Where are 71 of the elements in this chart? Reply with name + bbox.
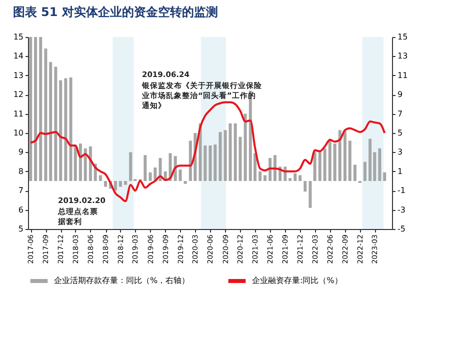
bar — [214, 144, 217, 181]
bar — [323, 148, 326, 181]
bar — [328, 140, 332, 181]
bar — [353, 164, 356, 181]
bar — [313, 152, 316, 181]
y-tick-label: 7 — [18, 186, 24, 196]
y2-tick-label: -1 — [398, 186, 406, 196]
bar — [288, 178, 292, 181]
bar — [124, 181, 128, 185]
line-series — [30, 101, 386, 202]
bar — [104, 181, 108, 187]
y2-tick-label: 15 — [398, 32, 408, 42]
y2-tick-label: 13 — [398, 52, 408, 61]
bar — [114, 181, 118, 191]
y-tick-label: 8 — [18, 166, 24, 176]
bar — [263, 175, 266, 181]
bar — [318, 151, 322, 181]
bar — [59, 80, 62, 181]
bar — [204, 145, 207, 181]
y-tick-label: 12 — [13, 90, 24, 100]
bar — [333, 144, 336, 181]
bar — [348, 140, 352, 181]
y2-tick-label: 7 — [398, 109, 403, 118]
bar — [49, 62, 52, 181]
bar — [343, 131, 346, 181]
bar — [338, 130, 342, 181]
y2-tick-label: -3 — [398, 205, 406, 214]
y-tick-label: 9 — [18, 148, 24, 157]
bar — [368, 138, 372, 181]
bar — [208, 145, 212, 181]
bar — [78, 144, 82, 181]
bar — [64, 78, 68, 181]
bar — [244, 114, 247, 181]
chart-title: 图表 51 对实体企业的资金空转的监测 — [12, 5, 218, 19]
bar — [298, 175, 302, 181]
y2-tick-label: -5 — [398, 224, 406, 234]
bar — [184, 181, 187, 184]
bar — [29, 37, 32, 181]
y2-tick-label: 1 — [398, 166, 403, 176]
bar — [363, 162, 366, 181]
y-tick-label: 15 — [13, 32, 24, 42]
bar — [118, 181, 122, 187]
y-tick-label: 13 — [13, 70, 24, 80]
bar — [273, 155, 276, 181]
bar — [44, 48, 48, 181]
y-tick-label: 5 — [18, 224, 24, 234]
bar — [39, 37, 42, 181]
bar — [308, 181, 312, 208]
bar — [84, 148, 87, 181]
bar — [98, 175, 102, 181]
legend-label: 企业活期存款存量：同比（%，右轴） — [54, 276, 190, 285]
y-tick-label: 6 — [18, 205, 24, 214]
bar — [383, 172, 386, 181]
bar — [34, 37, 38, 181]
bar — [294, 173, 297, 181]
y2-tick-label: 5 — [398, 128, 403, 138]
legend-label: 企业融资存量:同比（%） — [252, 276, 342, 285]
bar — [54, 66, 58, 181]
bar — [378, 148, 382, 181]
bar — [304, 181, 307, 192]
y2-tick-label: 9 — [398, 90, 403, 100]
y2-tick-label: 3 — [398, 148, 403, 157]
bar — [178, 169, 182, 181]
bar — [129, 152, 132, 181]
y-tick-label: 10 — [13, 128, 24, 138]
bar — [218, 132, 222, 181]
y-tick-label: 14 — [13, 52, 24, 61]
bar — [268, 158, 272, 181]
y2-tick-label: 11 — [398, 70, 408, 80]
bar — [258, 171, 262, 181]
y-tick-label: 11 — [13, 109, 24, 118]
